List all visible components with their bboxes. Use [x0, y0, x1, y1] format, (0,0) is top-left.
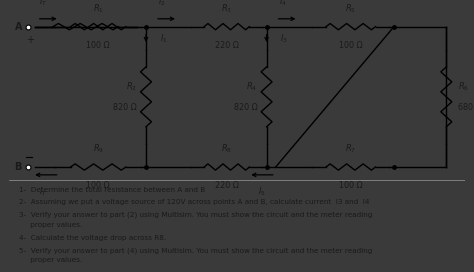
- Text: +: +: [26, 35, 34, 45]
- Text: $R_2$: $R_2$: [126, 80, 137, 93]
- Text: $R_6$: $R_6$: [458, 80, 469, 93]
- Text: 4-  Calculate the voltage drop across R8.: 4- Calculate the voltage drop across R8.: [18, 234, 166, 240]
- Text: 100 Ω: 100 Ω: [339, 41, 363, 50]
- Text: $I_2$: $I_2$: [158, 0, 166, 8]
- Text: 820 Ω: 820 Ω: [234, 103, 257, 112]
- Text: $I_4$: $I_4$: [279, 0, 286, 8]
- Text: $I_T$: $I_T$: [39, 0, 48, 8]
- Text: 220 Ω: 220 Ω: [215, 181, 239, 190]
- Text: 2-  Assuming we put a voltage source of 120V across points A and B, calculate cu: 2- Assuming we put a voltage source of 1…: [18, 199, 369, 205]
- Text: $I_T$: $I_T$: [39, 185, 48, 198]
- Text: $R_4$: $R_4$: [246, 80, 257, 93]
- Text: proper values.: proper values.: [18, 257, 82, 263]
- Text: 5-  Verify your answer to part (4) using Multisim. You must show the circuit and: 5- Verify your answer to part (4) using …: [18, 247, 372, 254]
- Text: $R_7$: $R_7$: [345, 143, 356, 155]
- Text: $I_1$: $I_1$: [160, 32, 167, 45]
- Text: 680 Ω: 680 Ω: [458, 103, 474, 112]
- Text: $I_5$: $I_5$: [258, 185, 266, 198]
- Text: proper values.: proper values.: [18, 222, 82, 228]
- Text: 1-  Determine the total resistance between A and B: 1- Determine the total resistance betwee…: [18, 187, 205, 193]
- Text: 100 Ω: 100 Ω: [86, 41, 110, 50]
- Text: $R_3$: $R_3$: [221, 2, 232, 15]
- Text: 100 Ω: 100 Ω: [86, 181, 110, 190]
- Text: 3-  Verify your answer to part (2) using Multisim. You must show the circuit and: 3- Verify your answer to part (2) using …: [18, 212, 372, 218]
- Text: A: A: [15, 22, 26, 32]
- Text: 220 Ω: 220 Ω: [215, 41, 239, 50]
- Text: $R_5$: $R_5$: [345, 2, 356, 15]
- Text: $I_3$: $I_3$: [280, 32, 288, 45]
- Text: 100 Ω: 100 Ω: [339, 181, 363, 190]
- Text: $R_8$: $R_8$: [221, 143, 232, 155]
- Text: $R_1$: $R_1$: [93, 2, 104, 15]
- Text: B: B: [15, 162, 26, 172]
- Text: 820 Ω: 820 Ω: [113, 103, 137, 112]
- Text: $R_9$: $R_9$: [92, 143, 104, 155]
